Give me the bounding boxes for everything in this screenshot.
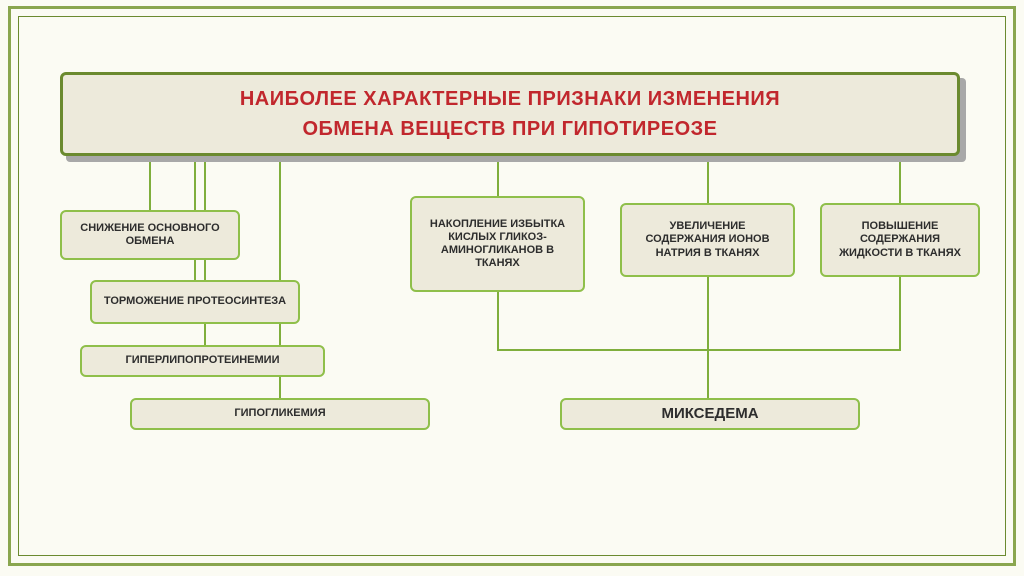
- node-label: НАКОПЛЕНИЕ ИЗБЫТКА КИСЛЫХ ГЛИКОЗ-АМИНОГЛ…: [422, 218, 573, 271]
- title-line-2: ОБМЕНА ВЕЩЕСТВ ПРИ ГИПОТИРЕОЗЕ: [302, 114, 717, 144]
- node-label: ПОВЫШЕНИЕ СОДЕРЖАНИЯ ЖИДКОСТИ В ТКАНЯХ: [832, 220, 968, 260]
- node-n3: ГИПЕРЛИПОПРОТЕИНЕМИИ: [80, 345, 325, 377]
- node-n7: ПОВЫШЕНИЕ СОДЕРЖАНИЯ ЖИДКОСТИ В ТКАНЯХ: [820, 203, 980, 277]
- title-line-1: НАИБОЛЕЕ ХАРАКТЕРНЫЕ ПРИЗНАКИ ИЗМЕНЕНИЯ: [240, 84, 780, 114]
- node-label: СНИЖЕНИЕ ОСНОВНОГО ОБМЕНА: [72, 222, 228, 248]
- node-label: МИКСЕДЕМА: [661, 405, 758, 423]
- node-label: ГИПЕРЛИПОПРОТЕИНЕМИИ: [126, 354, 280, 367]
- node-n2: ТОРМОЖЕНИЕ ПРОТЕОСИНТЕЗА: [90, 280, 300, 324]
- node-n8: МИКСЕДЕМА: [560, 398, 860, 430]
- node-n1: СНИЖЕНИЕ ОСНОВНОГО ОБМЕНА: [60, 210, 240, 260]
- node-n6: УВЕЛИЧЕНИЕ СОДЕРЖАНИЯ ИОНОВ НАТРИЯ В ТКА…: [620, 203, 795, 277]
- node-n4: ГИПОГЛИКЕМИЯ: [130, 398, 430, 430]
- diagram-canvas: НАИБОЛЕЕ ХАРАКТЕРНЫЕ ПРИЗНАКИ ИЗМЕНЕНИЯО…: [0, 0, 1024, 576]
- node-label: ГИПОГЛИКЕМИЯ: [234, 407, 325, 420]
- node-n5: НАКОПЛЕНИЕ ИЗБЫТКА КИСЛЫХ ГЛИКОЗ-АМИНОГЛ…: [410, 196, 585, 292]
- node-label: ТОРМОЖЕНИЕ ПРОТЕОСИНТЕЗА: [104, 295, 286, 308]
- title-box: НАИБОЛЕЕ ХАРАКТЕРНЫЕ ПРИЗНАКИ ИЗМЕНЕНИЯО…: [60, 72, 960, 156]
- node-label: УВЕЛИЧЕНИЕ СОДЕРЖАНИЯ ИОНОВ НАТРИЯ В ТКА…: [632, 220, 783, 260]
